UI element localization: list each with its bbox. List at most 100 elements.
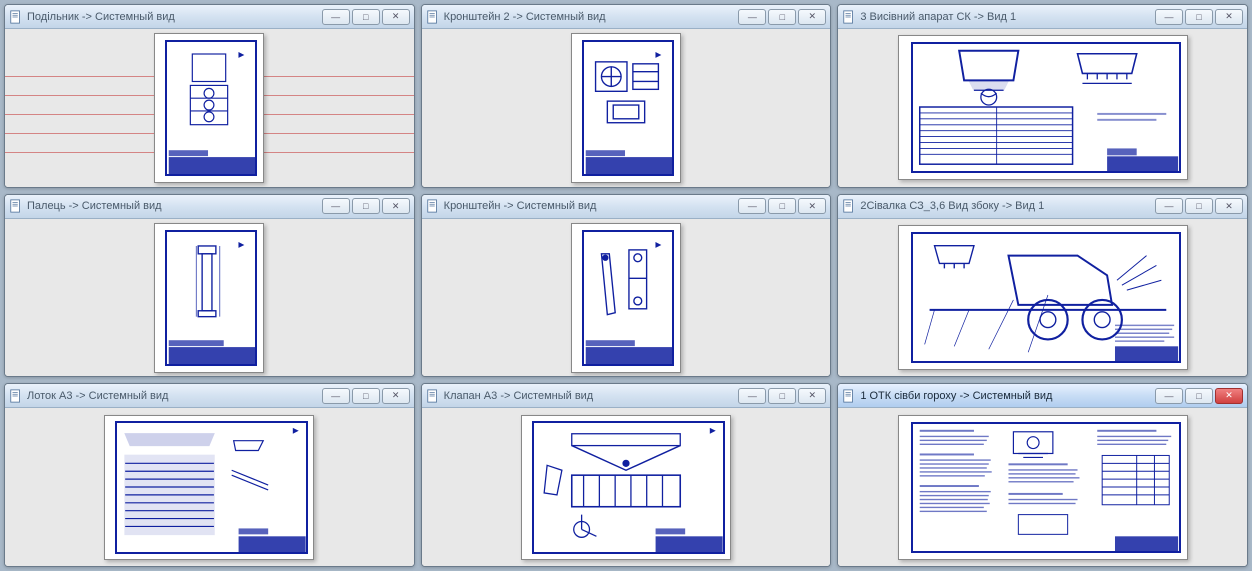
titlebar[interactable]: Кронштейн 2 -> Системный вид — □ ✕ — [422, 5, 831, 29]
window-title: 1 ОТК сівби гороху -> Системный вид — [860, 390, 1151, 402]
document-icon — [842, 389, 856, 403]
titlebar[interactable]: 3 Висівний апарат СК -> Вид 1 — □ ✕ — [838, 5, 1247, 29]
close-button[interactable]: ✕ — [1215, 9, 1243, 25]
drawing-content — [899, 226, 1187, 369]
minimize-button[interactable]: — — [322, 388, 350, 404]
maximize-button[interactable]: □ — [352, 198, 380, 214]
mdi-workspace: Подільник -> Системный вид — □ ✕ — [4, 4, 1248, 567]
drawing-content — [572, 34, 680, 182]
document-icon — [9, 199, 23, 213]
window-title: Лоток А3 -> Системный вид — [27, 390, 318, 402]
close-button[interactable]: ✕ — [1215, 388, 1243, 404]
window-buttons: — □ ✕ — [738, 388, 826, 404]
drawing-content — [899, 36, 1187, 179]
titlebar[interactable]: Палець -> Системный вид — □ ✕ — [5, 195, 414, 219]
mdi-window-apparatus: 3 Висівний апарат СК -> Вид 1 — □ ✕ — [837, 4, 1248, 188]
window-buttons: — □ ✕ — [1155, 9, 1243, 25]
drawing-viewport[interactable] — [422, 408, 831, 566]
minimize-button[interactable]: — — [1155, 198, 1183, 214]
drawing-content — [899, 416, 1187, 559]
drawing-sheet — [898, 415, 1188, 560]
drawing-viewport[interactable] — [838, 408, 1247, 566]
titlebar[interactable]: Лоток А3 -> Системный вид — □ ✕ — [5, 384, 414, 408]
document-icon — [426, 389, 440, 403]
drawing-sheet — [154, 223, 264, 373]
maximize-button[interactable]: □ — [1185, 198, 1213, 214]
drawing-sheet — [571, 33, 681, 183]
window-title: Подільник -> Системный вид — [27, 11, 318, 23]
drawing-content — [155, 224, 263, 372]
drawing-viewport[interactable] — [5, 408, 414, 566]
drawing-viewport[interactable] — [5, 29, 414, 187]
close-button[interactable]: ✕ — [382, 388, 410, 404]
minimize-button[interactable]: — — [738, 388, 766, 404]
drawing-sheet — [571, 223, 681, 373]
maximize-button[interactable]: □ — [768, 388, 796, 404]
minimize-button[interactable]: — — [738, 198, 766, 214]
drawing-sheet — [154, 33, 264, 183]
titlebar[interactable]: 2Сівалка СЗ_3,6 Вид збоку -> Вид 1 — □ ✕ — [838, 195, 1247, 219]
document-icon — [842, 199, 856, 213]
mdi-window-kronshtein2: Кронштейн 2 -> Системный вид — □ ✕ — [421, 4, 832, 188]
window-title: Палець -> Системный вид — [27, 200, 318, 212]
mdi-window-klapan: Клапан А3 -> Системный вид — □ ✕ — [421, 383, 832, 567]
drawing-viewport[interactable] — [422, 219, 831, 377]
drawing-content — [105, 416, 313, 559]
document-icon — [426, 199, 440, 213]
minimize-button[interactable]: — — [322, 198, 350, 214]
document-icon — [842, 10, 856, 24]
maximize-button[interactable]: □ — [1185, 388, 1213, 404]
window-title: 3 Висівний апарат СК -> Вид 1 — [860, 11, 1151, 23]
window-title: Клапан А3 -> Системный вид — [444, 390, 735, 402]
minimize-button[interactable]: — — [322, 9, 350, 25]
window-title: Кронштейн -> Системный вид — [444, 200, 735, 212]
drawing-content — [522, 416, 730, 559]
window-buttons: — □ ✕ — [738, 198, 826, 214]
minimize-button[interactable]: — — [738, 9, 766, 25]
titlebar[interactable]: 1 ОТК сівби гороху -> Системный вид — □ … — [838, 384, 1247, 408]
maximize-button[interactable]: □ — [768, 198, 796, 214]
close-button[interactable]: ✕ — [382, 198, 410, 214]
window-buttons: — □ ✕ — [322, 9, 410, 25]
titlebar[interactable]: Подільник -> Системный вид — □ ✕ — [5, 5, 414, 29]
drawing-sheet — [898, 35, 1188, 180]
maximize-button[interactable]: □ — [352, 9, 380, 25]
close-button[interactable]: ✕ — [798, 388, 826, 404]
titlebar[interactable]: Кронштейн -> Системный вид — □ ✕ — [422, 195, 831, 219]
close-button[interactable]: ✕ — [798, 9, 826, 25]
drawing-viewport[interactable] — [838, 29, 1247, 187]
close-button[interactable]: ✕ — [1215, 198, 1243, 214]
drawing-sheet — [521, 415, 731, 560]
maximize-button[interactable]: □ — [352, 388, 380, 404]
maximize-button[interactable]: □ — [768, 9, 796, 25]
mdi-window-seeder: 2Сівалка СЗ_3,6 Вид збоку -> Вид 1 — □ ✕ — [837, 194, 1248, 378]
drawing-sheet — [104, 415, 314, 560]
drawing-viewport[interactable] — [5, 219, 414, 377]
mdi-window-podilnyk: Подільник -> Системный вид — □ ✕ — [4, 4, 415, 188]
maximize-button[interactable]: □ — [1185, 9, 1213, 25]
drawing-content — [572, 224, 680, 372]
titlebar[interactable]: Клапан А3 -> Системный вид — □ ✕ — [422, 384, 831, 408]
drawing-viewport[interactable] — [838, 219, 1247, 377]
mdi-window-palets: Палець -> Системный вид — □ ✕ — [4, 194, 415, 378]
close-button[interactable]: ✕ — [382, 9, 410, 25]
document-icon — [9, 10, 23, 24]
drawing-viewport[interactable] — [422, 29, 831, 187]
minimize-button[interactable]: — — [1155, 9, 1183, 25]
minimize-button[interactable]: — — [1155, 388, 1183, 404]
document-icon — [426, 10, 440, 24]
document-icon — [9, 389, 23, 403]
window-buttons: — □ ✕ — [1155, 388, 1243, 404]
window-title: 2Сівалка СЗ_3,6 Вид збоку -> Вид 1 — [860, 200, 1151, 212]
window-buttons: — □ ✕ — [322, 198, 410, 214]
close-button[interactable]: ✕ — [798, 198, 826, 214]
window-buttons: — □ ✕ — [738, 9, 826, 25]
window-buttons: — □ ✕ — [322, 388, 410, 404]
window-buttons: — □ ✕ — [1155, 198, 1243, 214]
drawing-content — [155, 34, 263, 182]
window-title: Кронштейн 2 -> Системный вид — [444, 11, 735, 23]
mdi-window-otk: 1 ОТК сівби гороху -> Системный вид — □ … — [837, 383, 1248, 567]
drawing-sheet — [898, 225, 1188, 370]
mdi-window-lotok: Лоток А3 -> Системный вид — □ ✕ — [4, 383, 415, 567]
mdi-window-kronshtein: Кронштейн -> Системный вид — □ ✕ — [421, 194, 832, 378]
